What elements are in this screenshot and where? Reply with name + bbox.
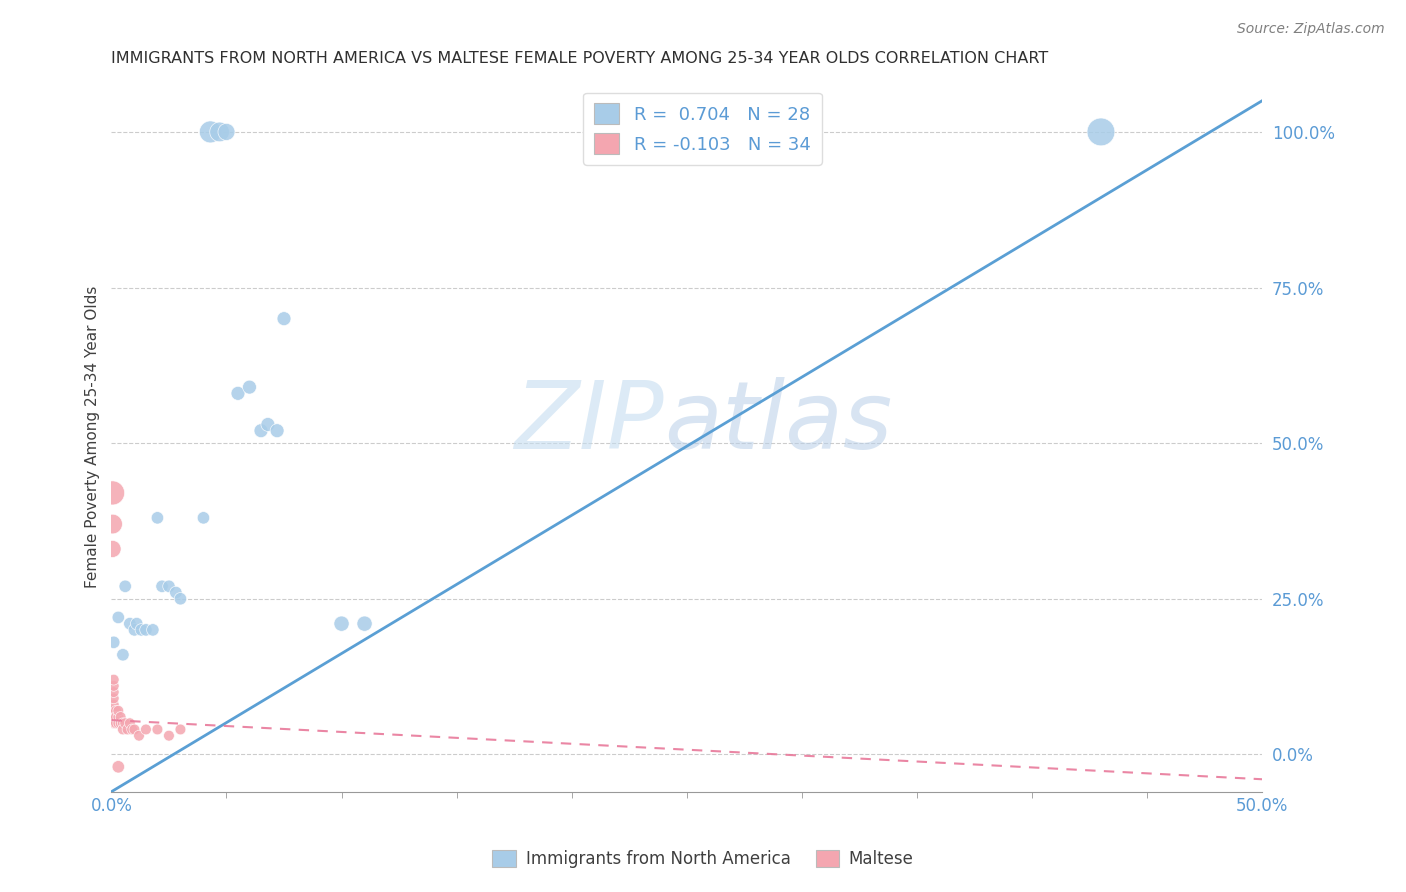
Point xyxy=(103,704,125,718)
Point xyxy=(110,710,132,724)
Point xyxy=(104,710,127,724)
Point xyxy=(193,511,215,525)
Text: Source: ZipAtlas.com: Source: ZipAtlas.com xyxy=(1237,22,1385,37)
Point xyxy=(103,716,125,731)
Text: ZIP: ZIP xyxy=(515,377,664,468)
Point xyxy=(105,710,128,724)
Point xyxy=(111,716,134,731)
Point xyxy=(114,579,136,593)
Point xyxy=(103,679,125,693)
Point xyxy=(150,579,173,593)
Point xyxy=(146,723,169,737)
Point xyxy=(273,311,295,326)
Point xyxy=(200,125,222,139)
Point xyxy=(101,486,124,500)
Point xyxy=(107,760,129,774)
Point xyxy=(238,380,260,394)
Point xyxy=(128,729,150,743)
Point xyxy=(103,635,125,649)
Point xyxy=(226,386,249,401)
Point xyxy=(125,616,148,631)
Point xyxy=(103,698,125,712)
Point xyxy=(169,591,191,606)
Text: atlas: atlas xyxy=(664,377,891,468)
Point xyxy=(135,723,157,737)
Point xyxy=(105,704,128,718)
Point xyxy=(103,710,125,724)
Point xyxy=(107,710,129,724)
Point xyxy=(107,704,129,718)
Point xyxy=(101,541,124,556)
Point xyxy=(266,424,288,438)
Point xyxy=(107,716,129,731)
Point xyxy=(330,616,353,631)
Point xyxy=(169,723,191,737)
Point xyxy=(208,125,231,139)
Point xyxy=(131,623,153,637)
Text: IMMIGRANTS FROM NORTH AMERICA VS MALTESE FEMALE POVERTY AMONG 25-34 YEAR OLDS CO: IMMIGRANTS FROM NORTH AMERICA VS MALTESE… xyxy=(111,51,1049,66)
Point xyxy=(353,616,375,631)
Point xyxy=(103,685,125,699)
Y-axis label: Female Poverty Among 25-34 Year Olds: Female Poverty Among 25-34 Year Olds xyxy=(86,285,100,588)
Point xyxy=(104,716,127,731)
Point xyxy=(135,623,157,637)
Point xyxy=(107,610,129,624)
Point xyxy=(157,579,180,593)
Point xyxy=(101,517,124,532)
Point xyxy=(257,417,280,432)
Point xyxy=(114,716,136,731)
Point xyxy=(103,691,125,706)
Point xyxy=(110,716,132,731)
Point xyxy=(118,716,141,731)
Point xyxy=(1090,125,1112,139)
Point xyxy=(124,723,146,737)
Point xyxy=(105,716,128,731)
Point xyxy=(146,511,169,525)
Point xyxy=(215,125,238,139)
Point xyxy=(157,729,180,743)
Point xyxy=(165,585,187,599)
Point xyxy=(117,723,139,737)
Point xyxy=(103,673,125,687)
Legend: Immigrants from North America, Maltese: Immigrants from North America, Maltese xyxy=(485,843,921,875)
Point xyxy=(124,623,146,637)
Point xyxy=(121,723,143,737)
Point xyxy=(111,648,134,662)
Point xyxy=(142,623,165,637)
Point xyxy=(118,616,141,631)
Point xyxy=(111,723,134,737)
Legend: R =  0.704   N = 28, R = -0.103   N = 34: R = 0.704 N = 28, R = -0.103 N = 34 xyxy=(583,93,821,165)
Point xyxy=(250,424,273,438)
